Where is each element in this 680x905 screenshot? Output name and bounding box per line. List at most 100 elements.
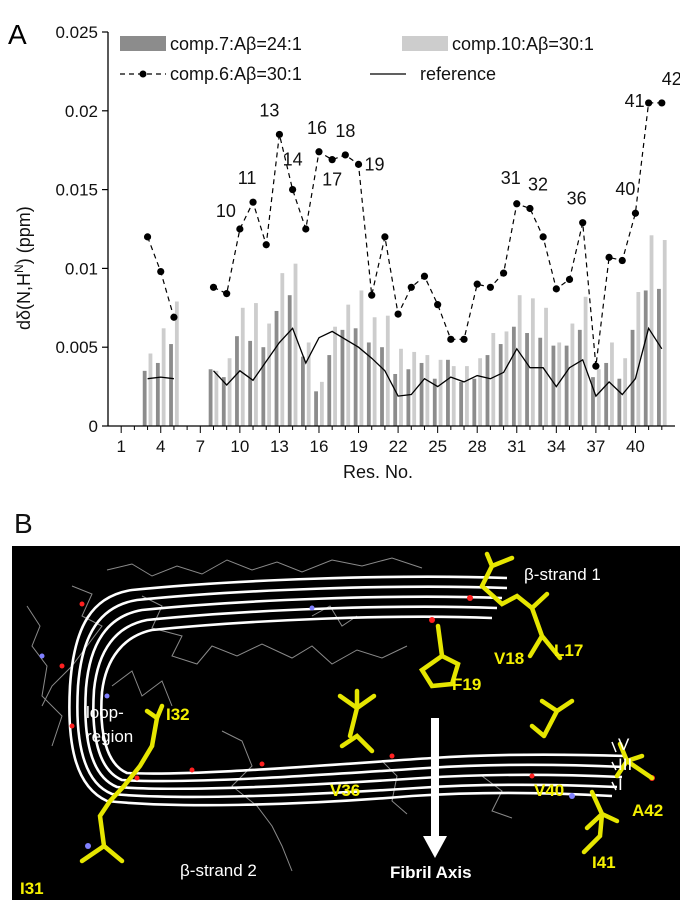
bar-dark: [287, 295, 292, 426]
sheet-label-v: V: [618, 735, 630, 754]
bar-light: [557, 342, 562, 426]
bar-dark: [274, 310, 279, 426]
bar-light: [465, 366, 469, 426]
bar-dark: [419, 362, 424, 426]
bar-dark: [155, 362, 160, 426]
comp6-point: [486, 283, 494, 291]
bar-light: [399, 348, 403, 426]
legend-label-dark: comp.7:Aβ=24:1: [170, 34, 302, 54]
comp6-point: [143, 233, 152, 241]
strand2-label: β-strand 2: [180, 861, 257, 880]
comp6-point: [368, 291, 376, 299]
bar-series-group: [142, 235, 667, 426]
comp6-point: [394, 310, 402, 318]
bar-dark: [564, 345, 569, 426]
comp6-point: [223, 290, 231, 298]
reference-line: [213, 326, 663, 398]
comp6-point: [513, 200, 521, 208]
comp6-point: [420, 272, 429, 280]
bar-dark: [498, 344, 503, 426]
point-label: 31: [501, 168, 521, 188]
x-tick-label: 25: [428, 437, 447, 456]
panel-b-label: B: [14, 508, 33, 539]
bar-dark: [538, 337, 543, 426]
bar-light: [148, 353, 153, 426]
legend-swatch-dark: [120, 36, 166, 51]
point-label: 13: [259, 100, 279, 120]
comp6-point: [262, 241, 270, 249]
legend: comp.7:Aβ=24:1 comp.10:Aβ=30:1 comp.6:Aβ…: [120, 34, 594, 84]
comp6-point: [302, 225, 310, 233]
bar-light: [254, 303, 258, 426]
sheet-index-ticks: [611, 741, 617, 791]
bar-dark: [300, 356, 305, 426]
point-label: 41: [625, 91, 645, 111]
comp6-point: [447, 335, 455, 343]
legend-label-dashed: comp.6:Aβ=30:1: [170, 64, 302, 84]
legend-swatch-light: [402, 36, 448, 51]
legend-label-light: comp.10:Aβ=30:1: [452, 34, 594, 54]
bar-dark: [248, 340, 253, 426]
bar-light: [240, 307, 245, 426]
bar-light: [385, 315, 390, 426]
x-tick-label: 37: [586, 437, 605, 456]
comp6-point: [236, 225, 244, 233]
bar-dark: [327, 355, 332, 426]
comp6-point: [315, 148, 323, 156]
residue-label-i31: I31: [20, 879, 44, 898]
bar-dark: [657, 288, 661, 426]
point-label: 32: [528, 175, 548, 195]
y-axis-title-main: dδ(N,H: [14, 273, 34, 330]
point-label: 17: [322, 170, 342, 190]
bar-light: [333, 326, 337, 426]
x-axis-title: Res. No.: [343, 462, 413, 482]
y-axis-title-end: ) (ppm): [14, 206, 34, 264]
sheet-label-i: I: [618, 775, 623, 794]
sheet-label-iii: III: [618, 755, 632, 774]
residue-label-v40: V40: [534, 781, 564, 800]
point-label: 16: [307, 118, 327, 138]
comp6-point: [552, 285, 560, 293]
point-label: 11: [238, 168, 257, 188]
bar-light: [583, 296, 588, 426]
fibril-axis-arrow: [423, 718, 447, 858]
legend-swatch-dashed-marker: [139, 70, 147, 78]
residue-label-a42: A42: [632, 801, 663, 820]
point-label: 18: [335, 121, 355, 141]
bar-light: [214, 370, 219, 426]
comp6-dashed-line: [147, 236, 175, 318]
residue-label-v18: V18: [494, 649, 524, 668]
comp6-point: [565, 275, 574, 284]
bar-dark: [393, 373, 398, 426]
loop-label-line2: region: [86, 727, 133, 746]
residue-label-i32: I32: [166, 705, 190, 724]
bar-dark: [142, 370, 147, 426]
loop-label-line1: loop-: [86, 703, 124, 722]
x-tick-label: 28: [468, 437, 487, 456]
fibril-axis-label: Fibril Axis: [390, 863, 472, 882]
comp6-point: [289, 186, 297, 194]
comp6-point: [605, 253, 613, 261]
bar-dark: [511, 326, 516, 426]
point-label: 10: [216, 201, 236, 221]
bar-dark: [630, 329, 635, 426]
comp6-point: [526, 204, 534, 213]
bar-dark: [591, 377, 595, 426]
bar-dark: [235, 336, 239, 426]
x-tick-label: 19: [349, 437, 368, 456]
side-chains: [79, 551, 655, 864]
bar-dark: [643, 290, 648, 426]
x-tick-label: 10: [230, 437, 249, 456]
bar-light: [372, 317, 377, 426]
bar-light: [517, 295, 522, 426]
y-tick-label: 0: [89, 417, 98, 436]
bar-light: [425, 355, 430, 426]
comp6-point: [499, 269, 508, 277]
bar-dark: [366, 342, 371, 426]
bar-dark: [432, 378, 437, 426]
y-tick-label: 0.025: [55, 23, 98, 42]
comp6-point: [157, 267, 165, 276]
line-series-group: [143, 99, 666, 398]
bar-dark: [340, 329, 345, 426]
